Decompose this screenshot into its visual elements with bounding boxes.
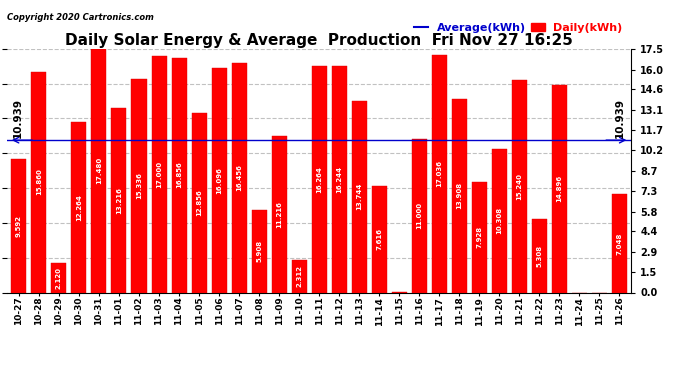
Bar bbox=[132, 79, 146, 292]
Bar bbox=[512, 80, 526, 292]
Bar bbox=[112, 108, 126, 292]
Text: 2.120: 2.120 bbox=[56, 267, 62, 289]
Bar bbox=[272, 136, 286, 292]
Text: 10.939: 10.939 bbox=[614, 98, 624, 138]
Text: 2.312: 2.312 bbox=[296, 266, 302, 287]
Bar bbox=[532, 219, 546, 292]
Text: 7.928: 7.928 bbox=[476, 226, 482, 248]
Text: 14.896: 14.896 bbox=[556, 175, 562, 202]
Bar bbox=[372, 186, 386, 292]
Text: 17.000: 17.000 bbox=[156, 160, 162, 188]
Title: Daily Solar Energy & Average  Production  Fri Nov 27 16:25: Daily Solar Energy & Average Production … bbox=[65, 33, 573, 48]
Text: 15.860: 15.860 bbox=[36, 169, 42, 195]
Bar bbox=[232, 63, 246, 292]
Text: 16.264: 16.264 bbox=[316, 166, 322, 193]
Text: 5.908: 5.908 bbox=[256, 240, 262, 262]
Text: 16.856: 16.856 bbox=[176, 162, 182, 189]
Bar bbox=[172, 58, 186, 292]
Text: 16.244: 16.244 bbox=[336, 166, 342, 193]
Bar bbox=[612, 194, 627, 292]
Bar bbox=[212, 68, 226, 292]
Bar bbox=[412, 139, 426, 292]
Bar bbox=[432, 55, 446, 292]
Bar bbox=[12, 159, 26, 292]
Bar bbox=[192, 113, 206, 292]
Text: 12.264: 12.264 bbox=[76, 194, 82, 220]
Text: 10.939: 10.939 bbox=[13, 98, 23, 138]
Text: 12.856: 12.856 bbox=[196, 190, 202, 216]
Bar bbox=[32, 72, 46, 292]
Bar bbox=[452, 99, 466, 292]
Text: 16.096: 16.096 bbox=[216, 167, 222, 194]
Bar bbox=[92, 49, 106, 292]
Text: 15.336: 15.336 bbox=[136, 172, 142, 199]
Bar bbox=[352, 101, 366, 292]
Bar bbox=[72, 122, 86, 292]
Text: 17.480: 17.480 bbox=[96, 157, 102, 184]
Text: 17.036: 17.036 bbox=[436, 160, 442, 188]
Text: 15.240: 15.240 bbox=[516, 173, 522, 200]
Text: 7.616: 7.616 bbox=[376, 228, 382, 251]
Bar bbox=[332, 66, 346, 292]
Text: 13.908: 13.908 bbox=[456, 182, 462, 209]
Text: 7.048: 7.048 bbox=[616, 232, 622, 255]
Bar bbox=[152, 56, 166, 292]
Bar bbox=[52, 263, 66, 292]
Bar bbox=[312, 66, 326, 292]
Bar bbox=[252, 210, 266, 292]
Bar bbox=[292, 260, 306, 292]
Text: 13.744: 13.744 bbox=[356, 183, 362, 210]
Text: 13.216: 13.216 bbox=[116, 187, 122, 214]
Text: 9.592: 9.592 bbox=[16, 215, 22, 237]
Text: 5.308: 5.308 bbox=[536, 244, 542, 267]
Bar bbox=[492, 149, 506, 292]
Bar bbox=[472, 182, 486, 292]
Text: 10.308: 10.308 bbox=[496, 207, 502, 234]
Bar bbox=[552, 85, 566, 292]
Legend: Average(kWh), Daily(kWh): Average(kWh), Daily(kWh) bbox=[414, 22, 622, 33]
Text: 11.000: 11.000 bbox=[416, 202, 422, 229]
Text: 11.216: 11.216 bbox=[276, 201, 282, 228]
Text: Copyright 2020 Cartronics.com: Copyright 2020 Cartronics.com bbox=[7, 13, 154, 22]
Text: 16.456: 16.456 bbox=[236, 165, 242, 191]
